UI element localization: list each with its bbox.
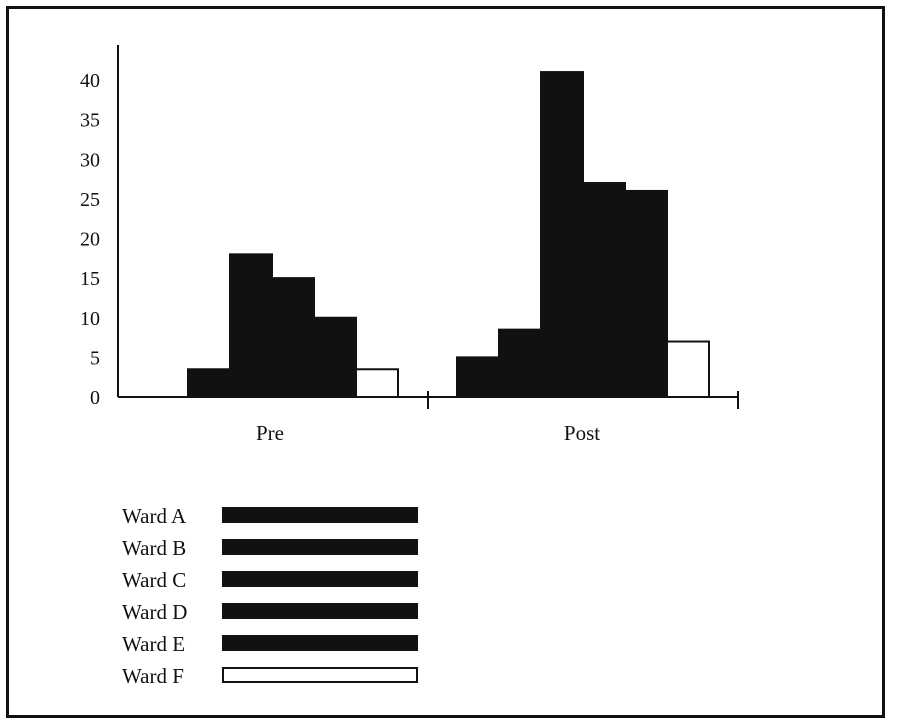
y-tick-label: 5 bbox=[90, 347, 100, 369]
bar-ward-b-pre bbox=[187, 368, 231, 399]
bar-ward-a-post bbox=[456, 356, 500, 398]
legend-label: Ward D bbox=[122, 600, 187, 624]
y-tick-label: 15 bbox=[80, 268, 100, 290]
bar-ward-f-pre bbox=[355, 368, 399, 399]
bar-ward-e-pre bbox=[313, 316, 357, 398]
chart-legend: Ward A Ward B Ward C Ward D Ward E Ward F bbox=[122, 504, 418, 688]
legend-swatch bbox=[222, 603, 418, 619]
y-tick-label: 10 bbox=[80, 308, 100, 330]
legend-label: Ward F bbox=[122, 664, 184, 688]
bar-ward-f-post bbox=[666, 340, 710, 398]
legend-swatch bbox=[222, 667, 418, 683]
legend-swatch bbox=[222, 507, 418, 523]
y-tick-label: 0 bbox=[90, 387, 100, 409]
y-tick-label: 35 bbox=[80, 110, 100, 132]
chart-ticks: 0 5 10 15 20 25 30 35 40 Pre Post bbox=[80, 70, 600, 445]
y-tick-label: 25 bbox=[80, 189, 100, 211]
bar-ward-d-post bbox=[582, 182, 626, 398]
x-category-label: Pre bbox=[256, 421, 284, 445]
legend-label: Ward C bbox=[122, 568, 186, 592]
y-tick-label: 20 bbox=[80, 229, 100, 251]
bar-ward-b-post bbox=[498, 328, 542, 399]
legend-swatch bbox=[222, 539, 418, 555]
chart-bars bbox=[187, 71, 710, 399]
y-tick-label: 40 bbox=[80, 70, 100, 92]
figure-frame bbox=[6, 6, 885, 718]
legend-label: Ward B bbox=[122, 536, 186, 560]
legend-swatch bbox=[222, 571, 418, 587]
bar-ward-c-post bbox=[540, 71, 584, 398]
bar-ward-e-post bbox=[624, 189, 668, 398]
legend-swatch bbox=[222, 635, 418, 651]
bar-ward-c-pre bbox=[229, 253, 273, 398]
legend-label: Ward E bbox=[122, 632, 185, 656]
bar-ward-d-pre bbox=[271, 277, 315, 398]
legend-label: Ward A bbox=[122, 504, 187, 528]
x-category-label: Post bbox=[564, 421, 600, 445]
y-tick-label: 30 bbox=[80, 149, 100, 171]
